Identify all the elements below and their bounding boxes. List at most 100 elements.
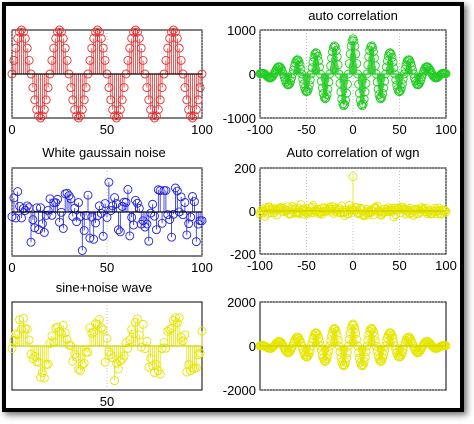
data-point — [413, 80, 423, 90]
data-point — [376, 94, 386, 104]
data-point — [370, 336, 380, 346]
data-point — [142, 219, 152, 229]
data-point — [374, 90, 384, 100]
data-point — [422, 209, 432, 219]
data-point — [341, 357, 351, 367]
data-point — [28, 215, 38, 225]
data-point — [131, 25, 140, 35]
data-point — [22, 324, 32, 334]
data-point — [74, 113, 83, 123]
data-point — [355, 203, 365, 213]
x-tick-label: 50 — [392, 258, 406, 273]
data-point — [369, 327, 378, 337]
data-point — [172, 318, 182, 328]
data-point — [342, 353, 351, 363]
data-point — [312, 328, 322, 338]
data-point — [321, 356, 331, 366]
data-point — [39, 373, 49, 383]
data-point — [385, 48, 395, 58]
data-point — [303, 84, 313, 94]
data-point — [20, 33, 30, 43]
x-tick-label: 100 — [191, 122, 213, 137]
data-point — [296, 64, 306, 74]
data-point — [195, 83, 205, 93]
data-point — [388, 57, 398, 67]
data-point — [348, 172, 358, 182]
data-point — [296, 200, 306, 210]
data-point — [96, 33, 106, 43]
data-point — [113, 111, 123, 121]
data-point — [77, 360, 87, 370]
data-point — [352, 59, 362, 69]
data-point — [79, 226, 89, 235]
data-point — [157, 83, 167, 93]
data-point — [348, 319, 358, 329]
y-tick-label: 0 — [249, 67, 256, 82]
chart-panel-2: -100 -50 0 50 100 -1000 0 1000 auto correlation — [223, 8, 457, 137]
data-point — [395, 352, 404, 362]
data-point — [305, 75, 315, 85]
data-point — [132, 314, 142, 324]
data-point — [123, 343, 133, 353]
data-point — [161, 186, 171, 195]
data-point — [377, 92, 387, 102]
data-point — [55, 25, 64, 35]
x-tick-label: 50 — [100, 260, 114, 275]
data-point — [144, 236, 154, 246]
data-point — [379, 83, 389, 93]
y-tick-label: 2000 — [227, 295, 256, 310]
data-point — [358, 99, 368, 109]
data-point — [380, 76, 390, 86]
data-point — [161, 343, 171, 353]
data-point — [132, 198, 142, 208]
data-point — [151, 225, 161, 235]
x-tick-label: 0 — [8, 122, 15, 137]
data-point — [180, 198, 190, 207]
data-point — [119, 83, 129, 93]
data-point — [150, 113, 159, 123]
data-point — [22, 201, 32, 211]
data-point — [184, 219, 194, 228]
data-point — [174, 43, 184, 53]
data-point — [351, 329, 361, 338]
data-point — [339, 101, 349, 111]
data-point — [180, 330, 190, 340]
data-point — [342, 347, 352, 357]
data-point — [294, 333, 304, 343]
data-point — [365, 46, 375, 56]
y-tick-label: -2000 — [223, 383, 256, 398]
data-point — [83, 190, 93, 200]
data-point — [361, 347, 371, 357]
data-point — [361, 78, 371, 88]
data-point — [178, 336, 188, 346]
data-point — [369, 47, 378, 57]
data-point — [131, 195, 140, 205]
data-point — [404, 205, 414, 215]
data-point — [119, 351, 129, 361]
data-point — [148, 361, 158, 371]
data-point — [136, 43, 146, 53]
data-point — [47, 210, 57, 220]
data-point — [304, 80, 314, 90]
data-point — [18, 27, 28, 37]
data-point — [75, 366, 85, 375]
chart-panel-4: -100 -50 0 50 100 -200 0 200 Auto correlation of… — [230, 145, 457, 273]
y-tick-label: 1000 — [227, 23, 256, 38]
data-point — [98, 43, 108, 53]
data-point — [53, 194, 63, 204]
data-point — [379, 350, 389, 360]
x-tick-label: 0 — [349, 122, 356, 137]
x-tick-label: 50 — [392, 122, 406, 137]
data-point — [36, 113, 45, 123]
data-point — [17, 25, 26, 35]
y-tick-label: 0 — [249, 204, 256, 219]
data-point — [182, 230, 192, 240]
x-tick-label: -50 — [297, 258, 316, 273]
y-tick-label: 200 — [234, 161, 256, 176]
data-point — [117, 95, 127, 105]
data-point — [138, 55, 148, 65]
data-point — [148, 199, 158, 209]
data-point — [197, 326, 207, 336]
data-point — [372, 201, 382, 211]
data-point — [144, 362, 154, 372]
